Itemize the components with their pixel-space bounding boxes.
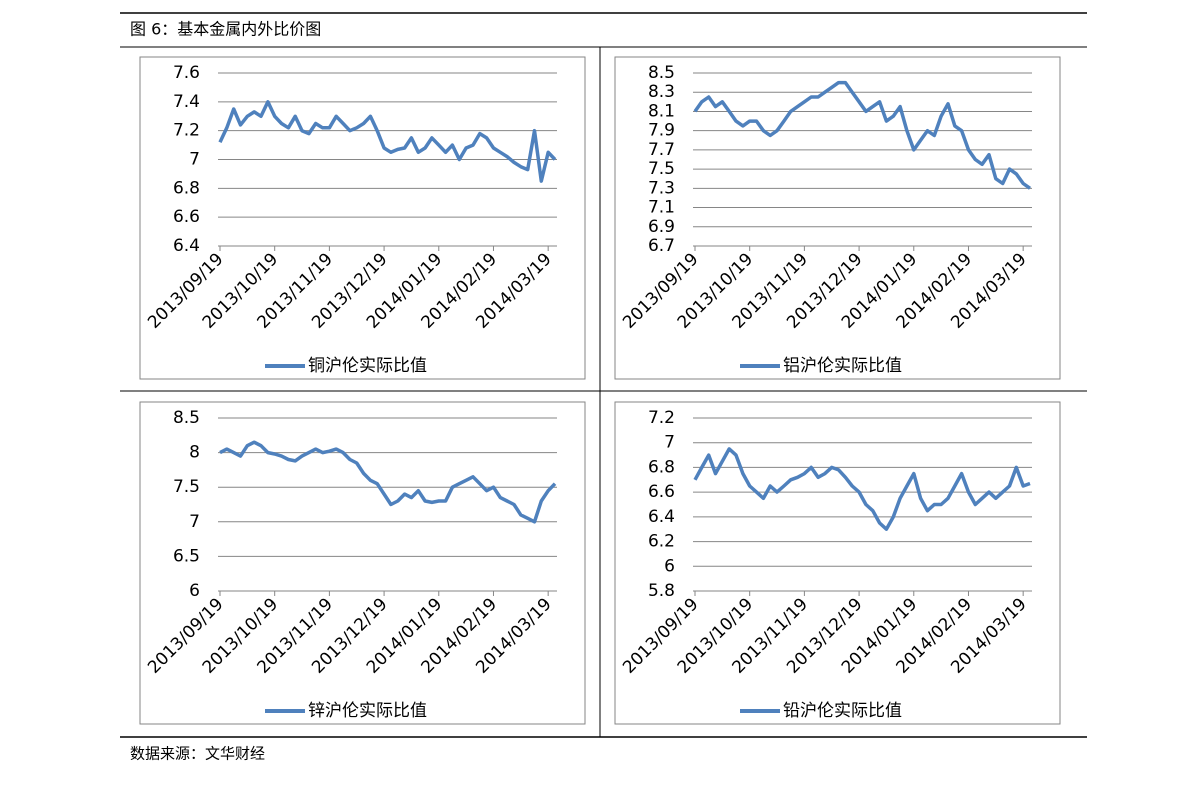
y-tick-label: 8.1 xyxy=(648,101,675,121)
chart-frame xyxy=(139,56,586,380)
y-tick-label: 5.8 xyxy=(648,581,675,601)
y-tick-label: 7.7 xyxy=(648,140,675,160)
source: 数据来源：文华财经 xyxy=(130,745,265,763)
legend-label: 铝沪伦实际比值 xyxy=(783,356,902,376)
legend-label: 铅沪伦实际比值 xyxy=(783,701,902,721)
y-tick-label: 7 xyxy=(189,150,200,170)
legend-label: 铜沪伦实际比值 xyxy=(308,356,427,376)
y-tick-label: 6.2 xyxy=(648,532,675,552)
y-tick-label: 7.4 xyxy=(173,92,200,112)
figure-title: 图 6：基本金属内外比价图 xyxy=(130,20,321,39)
y-tick-label: 7 xyxy=(189,512,200,532)
data-line xyxy=(219,440,557,524)
y-tick-label: 8.3 xyxy=(648,82,675,102)
data-line xyxy=(218,100,557,183)
legend-label: 锌沪伦实际比值 xyxy=(308,701,427,721)
y-tick-label: 6.6 xyxy=(648,482,675,502)
y-tick-label: 7.3 xyxy=(648,178,675,198)
y-tick-label: 6.8 xyxy=(173,178,200,198)
y-tick-label: 7.6 xyxy=(173,63,200,83)
data-line xyxy=(693,447,1031,531)
y-tick-label: 6 xyxy=(189,581,200,601)
y-tick-label: 7.2 xyxy=(648,408,675,428)
y-tick-label: 7.9 xyxy=(648,121,675,141)
chart-frame xyxy=(139,401,586,725)
y-tick-label: 6.6 xyxy=(173,207,200,227)
y-tick-label: 6.8 xyxy=(648,457,675,477)
y-tick-label: 7.5 xyxy=(648,159,675,179)
chart-frame xyxy=(614,56,1061,380)
y-tick-label: 8.5 xyxy=(173,408,200,428)
y-tick-label: 8.5 xyxy=(648,63,675,83)
y-tick-label: 6.4 xyxy=(648,507,675,527)
y-tick-label: 7.5 xyxy=(173,477,200,497)
y-tick-label: 6.4 xyxy=(173,236,200,256)
y-tick-label: 7.1 xyxy=(648,198,675,218)
y-tick-label: 8 xyxy=(189,443,200,463)
y-tick-label: 7 xyxy=(664,433,675,453)
data-line xyxy=(693,80,1032,190)
y-tick-label: 6.7 xyxy=(648,236,675,256)
y-tick-label: 7.2 xyxy=(173,121,200,141)
y-tick-label: 6.5 xyxy=(173,546,200,566)
chart-frame xyxy=(614,401,1061,725)
y-tick-label: 6.9 xyxy=(648,217,675,237)
y-tick-label: 6 xyxy=(664,556,675,576)
